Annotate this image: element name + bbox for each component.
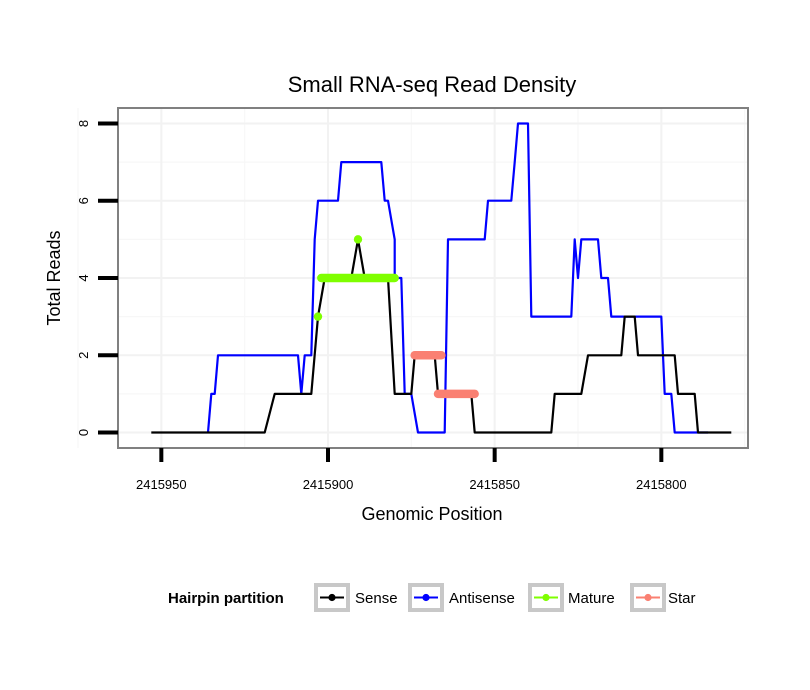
x-tick-label: 2415850	[469, 477, 520, 492]
x-tick-label: 2415800	[636, 477, 687, 492]
x-tick-label: 2415900	[303, 477, 354, 492]
legend-label: Antisense	[449, 590, 515, 607]
legend-item-star: Star	[630, 583, 696, 612]
x-tick-label: 2415950	[136, 477, 187, 492]
y-axis-title: Total Reads	[44, 230, 64, 325]
mature-point	[353, 235, 363, 244]
series-layer	[151, 122, 732, 434]
legend-key-point	[422, 593, 430, 602]
x-axis: 2415950 2415900 2415850 2415800	[136, 448, 687, 492]
y-tick-label: 8	[76, 120, 91, 127]
plot-area	[77, 107, 749, 449]
legend-key-point	[328, 593, 336, 602]
legend-item-mature: Mature	[528, 583, 615, 612]
legend-label: Star	[668, 590, 696, 607]
y-axis: 0 2 4 6 8	[76, 120, 118, 436]
legend-label: Mature	[568, 590, 615, 607]
legend-item-antisense: Antisense	[408, 583, 515, 612]
legend: Hairpin partition Sense Antisense Mature St…	[168, 583, 696, 612]
y-tick-label: 2	[76, 352, 91, 359]
chart-title: Small RNA-seq Read Density	[288, 72, 577, 97]
y-tick-label: 6	[76, 197, 91, 204]
legend-key-point	[644, 593, 652, 602]
y-tick-label: 0	[76, 429, 91, 436]
series-line-antisense	[206, 122, 708, 434]
legend-title: Hairpin partition	[168, 590, 284, 607]
mature-point	[313, 312, 323, 321]
x-axis-title: Genomic Position	[361, 504, 502, 524]
legend-item-sense: Sense	[314, 583, 398, 612]
y-tick-label: 4	[76, 274, 91, 281]
legend-key-point	[542, 593, 550, 602]
legend-label: Sense	[355, 590, 398, 607]
